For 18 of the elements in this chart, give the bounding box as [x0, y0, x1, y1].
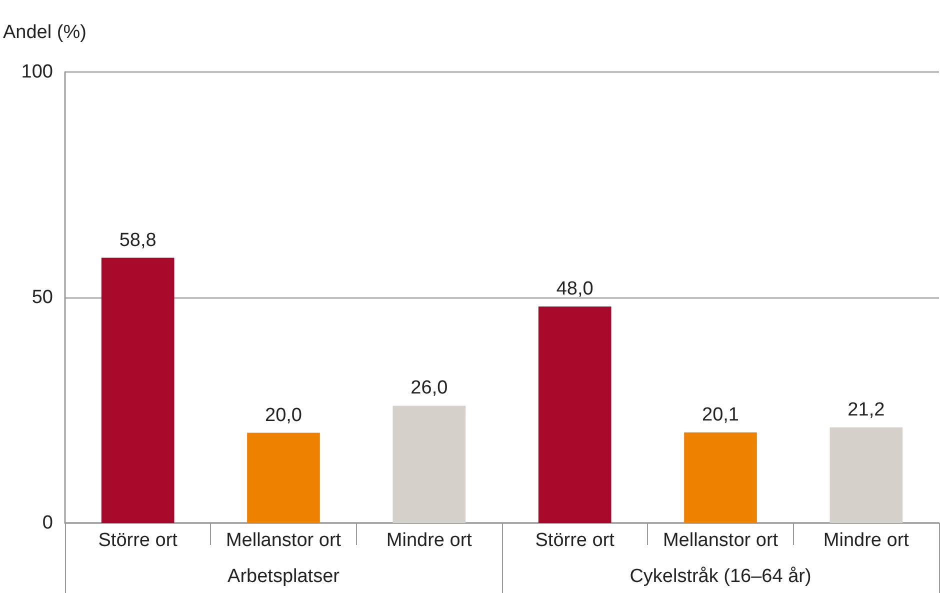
data-label: 48,0 [556, 278, 594, 300]
x-tick-label: Större ort [535, 530, 616, 551]
x-tick-label: Större ort [98, 530, 178, 551]
data-label: 20,1 [702, 404, 739, 426]
y-tick-label: 50 [32, 287, 53, 308]
x-tick-label: Mellanstor ort [226, 530, 342, 551]
y-axis-title: Andel (%) [3, 22, 86, 43]
x-tick-label: Mellanstor ort [662, 530, 779, 551]
y-tick-label: 100 [21, 62, 53, 82]
data-label: 26,0 [410, 378, 448, 399]
text: Cykelstråk (16–64 år) [630, 566, 812, 587]
text: Arbetsplatser [228, 566, 340, 587]
x-tick-label: Mindre ort [386, 530, 473, 551]
data-label: 21,2 [848, 399, 885, 420]
data-label: 20,0 [265, 404, 302, 426]
data-label: 58,8 [119, 230, 156, 251]
y-tick-label: 0 [42, 512, 53, 534]
x-tick-label: Mindre ort [823, 530, 910, 551]
